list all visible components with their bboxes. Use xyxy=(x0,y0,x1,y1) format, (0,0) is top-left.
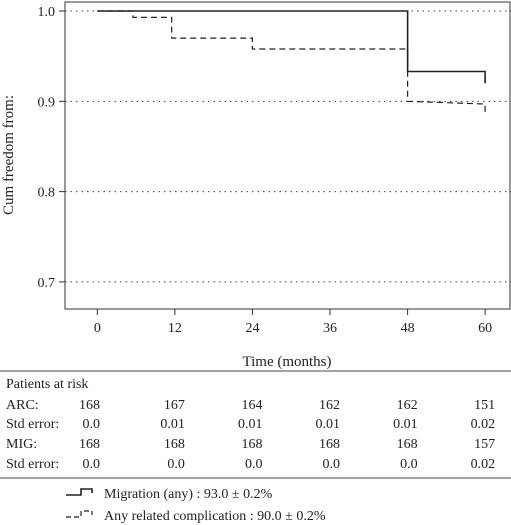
risk-cell: 168 xyxy=(164,437,185,452)
risk-table: ARC: 168 167 164 162 162 151 Std error: 0.0 0.01 0… xyxy=(6,398,495,472)
risk-cell: 168 xyxy=(79,398,100,413)
x-tick-label: 36 xyxy=(323,321,337,336)
x-tick-label: 0 xyxy=(94,321,101,336)
risk-cell: 168 xyxy=(319,437,340,452)
risk-cell: 151 xyxy=(474,398,495,413)
risk-cell: 0.01 xyxy=(316,417,341,432)
y-tick-label: 1.0 xyxy=(38,5,56,20)
risk-cell: 168 xyxy=(241,437,262,452)
risk-cell: 0.01 xyxy=(160,417,185,432)
x-tick-label: 60 xyxy=(478,321,492,336)
risk-cell: 168 xyxy=(397,437,418,452)
risk-cell: 0.0 xyxy=(323,457,341,472)
risk-cell: 0.0 xyxy=(400,457,418,472)
risk-row-label: Std error: xyxy=(6,457,59,472)
risk-cell: 0.02 xyxy=(471,417,496,432)
legend-label: Any related complication : 90.0 ± 0.2% xyxy=(104,509,326,524)
complication-curve xyxy=(97,10,486,113)
x-tick-label: 24 xyxy=(245,321,259,336)
risk-cell: 0.0 xyxy=(83,457,101,472)
risk-cell: 0.0 xyxy=(83,417,101,432)
y-tick-label: 0.8 xyxy=(38,186,56,201)
risk-cell: 0.0 xyxy=(245,457,263,472)
legend: Migration (any) : 93.0 ± 0.2% Any related… xyxy=(66,487,326,524)
legend-solid-symbol xyxy=(66,488,93,496)
risk-cell: 164 xyxy=(241,398,262,413)
y-axis-title: Cum freedom from: xyxy=(1,95,17,215)
risk-cell: 167 xyxy=(164,398,185,413)
risk-row-label: Std error: xyxy=(6,417,59,432)
risk-cell: 0.02 xyxy=(471,457,496,472)
plot-area xyxy=(64,1,511,310)
axes: 1.0 0.9 0.8 0.7 0 12 24 36 48 60 xyxy=(38,5,493,336)
x-tick-label: 48 xyxy=(401,321,415,336)
risk-cell: 168 xyxy=(79,437,100,452)
risk-row-label: MIG: xyxy=(6,437,37,452)
risk-cell: 162 xyxy=(397,398,418,413)
legend-dashed-symbol xyxy=(66,510,93,518)
risk-cell: 0.0 xyxy=(167,457,185,472)
y-tick-label: 0.9 xyxy=(38,95,56,110)
risk-cell: 0.01 xyxy=(238,417,263,432)
risk-cell: 0.01 xyxy=(393,417,418,432)
legend-label: Migration (any) : 93.0 ± 0.2% xyxy=(104,487,273,502)
survival-curves xyxy=(97,10,486,113)
y-tick-label: 0.7 xyxy=(38,276,56,291)
x-axis-title: Time (months) xyxy=(242,354,331,370)
migration-curve xyxy=(97,10,486,84)
risk-table-header: Patients at risk xyxy=(6,377,88,392)
risk-cell: 162 xyxy=(319,398,340,413)
risk-row-label: ARC: xyxy=(6,398,39,413)
plot-frame xyxy=(64,1,511,310)
risk-cell: 157 xyxy=(474,437,495,452)
x-tick-label: 12 xyxy=(168,321,182,336)
